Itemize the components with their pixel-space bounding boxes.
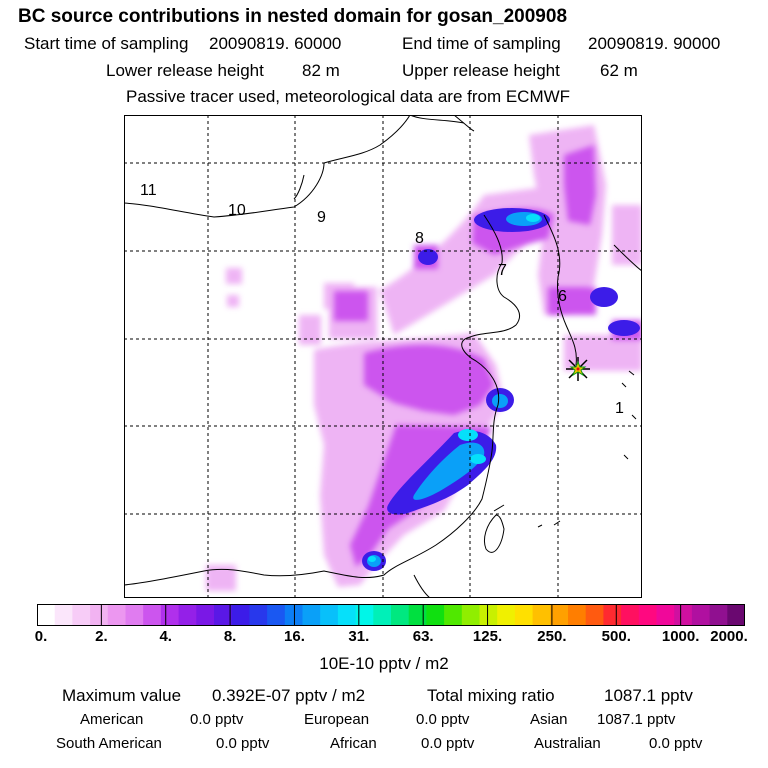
colorbar-swatch <box>196 604 215 626</box>
colorbar-swatch <box>143 604 162 626</box>
total-mixing-value: 1087.1 pptv <box>604 686 693 705</box>
colorbar-swatch <box>37 604 56 626</box>
plume-core-cyan <box>368 214 540 562</box>
colorbar-tick-label: 2000. <box>710 628 748 645</box>
colorbar-swatch <box>214 604 233 626</box>
region-label-8: 8 <box>415 230 424 247</box>
colorbar-tick-label: 125. <box>472 628 503 645</box>
colorbar-swatch <box>603 604 622 626</box>
colorbar-tick-label: 8. <box>223 628 237 645</box>
colorbar-tick-label: 16. <box>284 628 305 645</box>
region-value-south-american: 0.0 pptv <box>216 735 270 752</box>
colorbar-swatch <box>302 604 321 626</box>
colorbar-swatch <box>638 604 657 626</box>
colorbar-swatch <box>532 604 551 626</box>
region-label-10: 10 <box>228 202 246 219</box>
colorbar-swatch <box>461 604 480 626</box>
colorbar-swatch <box>444 604 463 626</box>
colorbar-swatch <box>691 604 711 626</box>
colorbar-swatch <box>426 604 445 626</box>
colorbar-swatch <box>72 604 91 626</box>
colorbar-swatch <box>656 604 675 626</box>
region-name-asian: Asian <box>530 711 568 728</box>
colorbar-swatch <box>709 604 728 626</box>
colorbar-swatch <box>408 604 427 626</box>
colorbar-swatch <box>373 604 392 626</box>
upper-height-label: Upper release height <box>402 61 560 80</box>
colorbar-swatch <box>479 604 498 626</box>
region-value-asian: 1087.1 pptv <box>597 711 676 728</box>
colorbar-swatch <box>337 604 357 626</box>
colorbar-swatch <box>284 604 303 626</box>
colorbar-tick-label: 0. <box>34 628 48 645</box>
region-value-african: 0.0 pptv <box>421 735 475 752</box>
colorbar-swatch <box>514 604 534 626</box>
colorbar-tick-label: 500. <box>601 628 631 645</box>
colorbar-swatch <box>178 604 197 626</box>
region-value-american: 0.0 pptv <box>190 711 244 728</box>
source-contribution-map: 11 10 9 8 7 6 1 <box>124 115 642 598</box>
colorbar-swatch <box>125 604 144 626</box>
colorbar-tick-label: 4. <box>159 628 172 645</box>
region-label-7: 7 <box>498 262 507 279</box>
receptor-star-icon <box>566 357 590 381</box>
region-name-south-american: South American <box>56 735 162 752</box>
colorbar-swatch <box>497 604 516 626</box>
colorbar-swatch <box>160 604 180 626</box>
end-time-label: End time of sampling <box>402 34 561 53</box>
region-label-6: 6 <box>558 288 567 305</box>
page-title: BC source contributions in nested domain… <box>18 6 568 27</box>
lower-height-value: 82 m <box>302 61 340 80</box>
grid <box>124 115 642 598</box>
max-value-label: Maximum value <box>62 686 182 705</box>
colorbar-swatch <box>231 604 250 626</box>
colorbar-unit: 10E-10 pptv / m2 <box>319 654 449 673</box>
lower-height-label: Lower release height <box>106 61 264 80</box>
colorbar-swatch <box>107 604 126 626</box>
colorbar-swatch <box>320 604 339 626</box>
tracer-note: Passive tracer used, meteorological data… <box>126 87 571 106</box>
region-value-australian: 0.0 pptv <box>649 735 703 752</box>
colorbar-swatch <box>550 604 569 626</box>
colorbar-swatch <box>54 604 73 626</box>
region-value-european: 0.0 pptv <box>416 711 470 728</box>
colorbar-tick-label: 250. <box>537 628 567 645</box>
total-mixing-label: Total mixing ratio <box>427 686 555 705</box>
colorbar-tick-label: 2. <box>95 628 108 645</box>
coastlines <box>124 115 642 598</box>
region-name-american: American <box>80 711 144 728</box>
colorbar-swatch <box>585 604 604 626</box>
colorbar-swatch <box>391 604 410 626</box>
colorbar <box>37 604 745 626</box>
region-label-11: 11 <box>140 182 157 199</box>
colorbar-swatch <box>674 604 693 626</box>
start-time-label: Start time of sampling <box>24 34 189 53</box>
max-value: 0.392E-07 pptv / m2 <box>212 686 366 705</box>
colorbar-swatch <box>621 604 640 626</box>
colorbar-swatch <box>727 604 745 626</box>
region-name-african: African <box>330 735 377 752</box>
colorbar-tick-label: 1000. <box>661 628 700 645</box>
colorbar-swatch <box>90 604 109 626</box>
region-name-australian: Australian <box>534 735 601 752</box>
start-time-value: 20090819. 60000 <box>209 34 342 53</box>
colorbar-tick-label: 63. <box>412 628 434 645</box>
colorbar-swatch <box>249 604 268 626</box>
colorbar-swatch <box>355 604 374 626</box>
colorbar-swatch <box>267 604 286 626</box>
region-label-1: 1 <box>615 400 624 417</box>
colorbar-swatch <box>568 604 587 626</box>
upper-height-value: 62 m <box>600 61 638 80</box>
colorbar-tick-label: 31. <box>348 628 370 645</box>
end-time-value: 20090819. 90000 <box>588 34 721 53</box>
region-label-9: 9 <box>317 209 326 226</box>
region-name-european: European <box>304 711 370 728</box>
